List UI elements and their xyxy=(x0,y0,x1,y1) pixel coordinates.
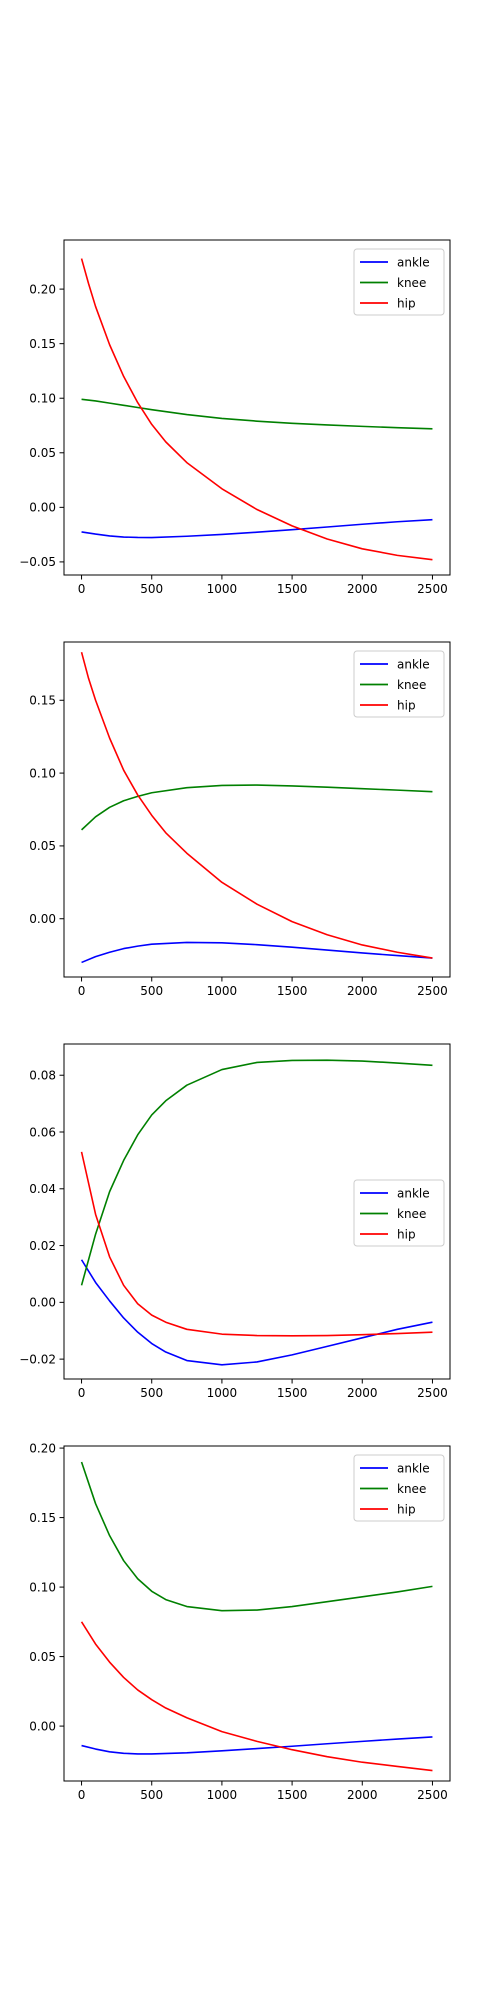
y-tick-label: −0.02 xyxy=(19,1352,56,1366)
x-tick-label: 2000 xyxy=(347,582,378,596)
x-tick-label: 0 xyxy=(78,1386,86,1400)
legend-label-ankle: ankle xyxy=(397,1462,430,1476)
y-tick-label: −0.05 xyxy=(19,555,56,569)
y-tick-label: 0.06 xyxy=(29,1125,56,1139)
legend: ankle knee hip xyxy=(354,651,444,717)
x-tick-label: 2000 xyxy=(347,1386,378,1400)
x-tick-label: 500 xyxy=(140,1386,163,1400)
y-tick-label: 0.04 xyxy=(29,1182,56,1196)
y-tick-label: 0.00 xyxy=(29,1719,56,1733)
legend-label-hip: hip xyxy=(397,1503,416,1517)
y-tick-label: 0.00 xyxy=(29,912,56,926)
x-tick-label: 500 xyxy=(140,1788,163,1802)
y-tick-label: 0.00 xyxy=(29,501,56,515)
y-tick-label: 0.00 xyxy=(29,1296,56,1310)
legend-label-ankle: ankle xyxy=(397,256,430,270)
legend: ankle knee hip xyxy=(354,1455,444,1521)
y-tick-label: 0.10 xyxy=(29,1580,56,1594)
y-tick-label: 0.08 xyxy=(29,1069,56,1083)
x-tick-label: 500 xyxy=(140,984,163,998)
x-tick-label: 0 xyxy=(78,582,86,596)
x-tick-label: 1000 xyxy=(207,984,238,998)
x-tick-label: 1500 xyxy=(277,582,308,596)
x-tick-label: 0 xyxy=(78,984,86,998)
y-tick-label: 0.20 xyxy=(29,1441,56,1455)
x-tick-label: 500 xyxy=(140,582,163,596)
x-tick-label: 1000 xyxy=(207,582,238,596)
y-tick-label: 0.05 xyxy=(29,839,56,853)
y-tick-label: 0.20 xyxy=(29,282,56,296)
x-tick-label: 2500 xyxy=(417,1386,448,1400)
x-tick-label: 2000 xyxy=(347,1788,378,1802)
legend-label-hip: hip xyxy=(397,1228,416,1242)
legend: ankle knee hip xyxy=(354,1180,444,1246)
legend-label-ankle: ankle xyxy=(397,1187,430,1201)
x-tick-label: 1500 xyxy=(277,1386,308,1400)
y-tick-label: 0.05 xyxy=(29,446,56,460)
legend-label-knee: knee xyxy=(397,1482,426,1496)
legend-label-knee: knee xyxy=(397,678,426,692)
legend: ankle knee hip xyxy=(354,249,444,315)
x-tick-label: 2500 xyxy=(417,984,448,998)
y-tick-label: 0.10 xyxy=(29,766,56,780)
legend-label-knee: knee xyxy=(397,276,426,290)
x-tick-label: 2500 xyxy=(417,582,448,596)
legend-label-knee: knee xyxy=(397,1207,426,1221)
legend-label-hip: hip xyxy=(397,699,416,713)
x-tick-label: 2000 xyxy=(347,984,378,998)
y-tick-label: 0.15 xyxy=(29,694,56,708)
x-tick-label: 1500 xyxy=(277,1788,308,1802)
x-tick-label: 1000 xyxy=(207,1386,238,1400)
x-tick-label: 1000 xyxy=(207,1788,238,1802)
legend-label-hip: hip xyxy=(397,297,416,311)
y-tick-label: 0.05 xyxy=(29,1650,56,1664)
y-tick-label: 0.15 xyxy=(29,1511,56,1525)
y-tick-label: 0.10 xyxy=(29,392,56,406)
x-tick-label: 2500 xyxy=(417,1788,448,1802)
x-tick-label: 0 xyxy=(78,1788,86,1802)
x-tick-label: 1500 xyxy=(277,984,308,998)
y-tick-label: 0.02 xyxy=(29,1239,56,1253)
y-tick-label: 0.15 xyxy=(29,337,56,351)
legend-label-ankle: ankle xyxy=(397,658,430,672)
